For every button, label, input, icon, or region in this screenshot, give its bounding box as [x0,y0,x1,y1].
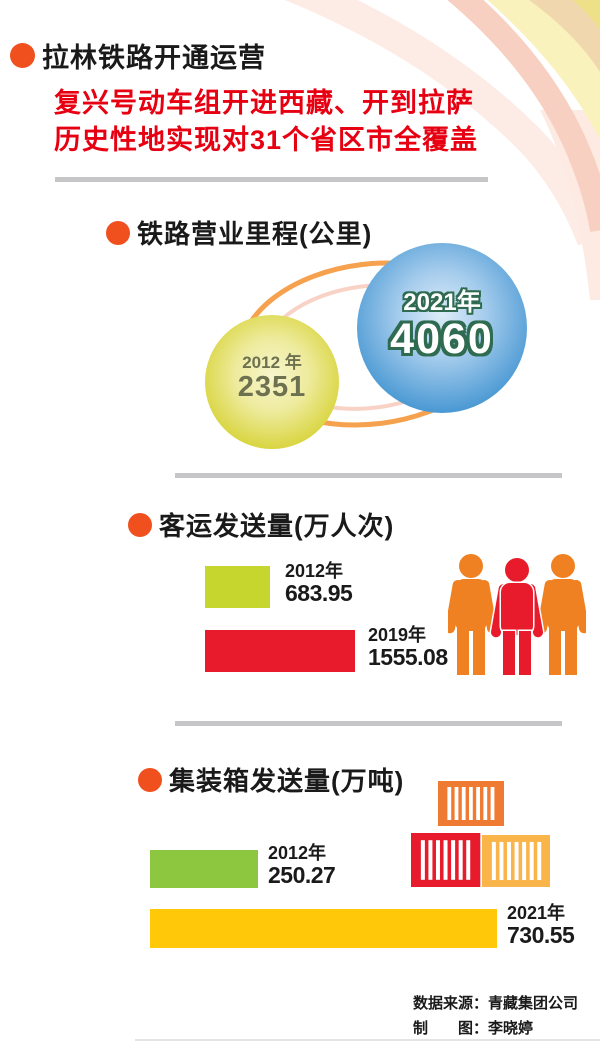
section-header-containers: 集装箱发送量(万吨) [138,761,404,798]
page-title: 拉林铁路开通运营 [42,43,266,73]
person-icon [448,554,498,675]
mileage-bubble-chart [205,243,527,449]
bar-year-label: 2021年 [507,903,566,923]
bullet-icon [138,767,162,792]
bullet-icon [106,220,130,245]
bar-2012-containers [150,850,258,888]
container-icon-stack [411,781,550,887]
section-title-passengers: 客运发送量(万人次) [159,511,395,541]
bar-2019-passengers-label: 2019年 1555.08 [368,625,448,671]
divider [55,177,488,182]
slogan: 复兴号动车组开进西藏、开到拉萨 历史性地实现对31个省区市全覆盖 [54,85,478,159]
slogan-line-2: 历史性地实现对31个省区市全覆盖 [54,125,479,155]
bubble-2021-value: 4060 [390,315,494,364]
bar-year-label: 2019年 [368,625,427,645]
bubble-2021 [357,243,527,413]
bar-value-label: 730.55 [507,922,575,949]
bar-year-label: 2012年 [285,561,344,581]
bar-value-label: 250.27 [268,862,336,889]
bar-2012-passengers [205,566,270,608]
bar-2021-containers [150,909,497,948]
section-title-mileage: 铁路营业里程(公里) [137,219,373,249]
bar-2012-containers-label: 2012年 250.27 [268,843,336,889]
divider [175,473,562,478]
page-header: 拉林铁路开通运营 [10,36,266,75]
container-icon [482,835,550,887]
bubble-2021-label: 2021年 4060 [362,290,522,362]
data-source-label: 数据来源：青藏集团公司 [413,995,579,1012]
bullet-icon [10,43,35,68]
person-icon [536,554,586,675]
bullet-icon [128,512,152,537]
bubble-2021-year: 2021年 [403,289,481,316]
bar-value-label: 1555.08 [368,644,448,671]
bubble-2012-value: 2351 [237,370,307,403]
bar-year-label: 2012年 [268,843,327,863]
bar-2012-passengers-label: 2012年 683.95 [285,561,353,607]
divider [175,721,562,726]
slogan-line-1: 复兴号动车组开进西藏、开到拉萨 [54,88,474,118]
bar-value-label: 683.95 [285,580,353,607]
divider [135,1039,600,1041]
section-header-mileage: 铁路营业里程(公里) [106,214,372,251]
bubble-2012 [205,315,339,449]
person-icon [488,556,546,675]
container-icon [438,781,504,826]
bubble-2012-label: 2012 年 2351 [212,353,332,403]
bubble-2012-year: 2012 年 [242,353,302,372]
bar-2019-passengers [205,630,355,672]
author-label: 制 图：李晓婷 [413,1020,534,1037]
credits: 数据来源：青藏集团公司 制 图：李晓婷 [413,991,578,1041]
bar-2021-containers-label: 2021年 730.55 [507,903,575,949]
section-header-passengers: 客运发送量(万人次) [128,506,394,543]
section-title-containers: 集装箱发送量(万吨) [169,766,405,796]
passengers-people-icon [448,554,586,675]
container-icon [411,833,481,887]
